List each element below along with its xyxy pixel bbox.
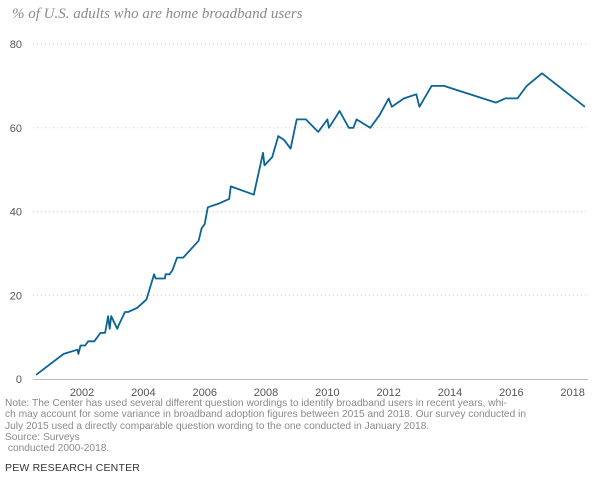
x-tick-label: 2012 bbox=[376, 387, 400, 399]
x-tick-label: 2016 bbox=[499, 387, 523, 399]
gridlines bbox=[33, 43, 588, 296]
x-tick-label: 2008 bbox=[254, 387, 278, 399]
x-tick-label: 2018 bbox=[560, 387, 584, 399]
x-tick-label: 2014 bbox=[438, 387, 462, 399]
y-tick-label: 40 bbox=[10, 207, 22, 219]
pew-logo-text: PEW RESEARCH CENTER bbox=[5, 462, 141, 474]
chart-source: Source: Surveys conducted 2000-2018. bbox=[5, 432, 110, 455]
chart-note: Note: The Center has used several differ… bbox=[5, 398, 527, 432]
y-tick-label: 0 bbox=[16, 374, 22, 386]
x-axis-ticks: 2002 2004 2006 2008 2010 2012 2014 2016 2018 bbox=[70, 387, 585, 399]
chart-title: % of U.S. adults who are home broadband … bbox=[12, 6, 303, 22]
y-tick-label: 60 bbox=[10, 123, 22, 135]
x-tick-label: 2006 bbox=[192, 387, 216, 399]
y-tick-label: 80 bbox=[10, 39, 22, 51]
x-tick-label: 2002 bbox=[70, 387, 94, 399]
x-tick-label: 2010 bbox=[315, 387, 339, 399]
broadband-series-line bbox=[35, 72, 586, 376]
x-tick-label: 2004 bbox=[131, 387, 155, 399]
y-tick-label: 20 bbox=[10, 290, 22, 302]
y-axis-ticks: 0 20 40 60 80 bbox=[10, 39, 22, 386]
